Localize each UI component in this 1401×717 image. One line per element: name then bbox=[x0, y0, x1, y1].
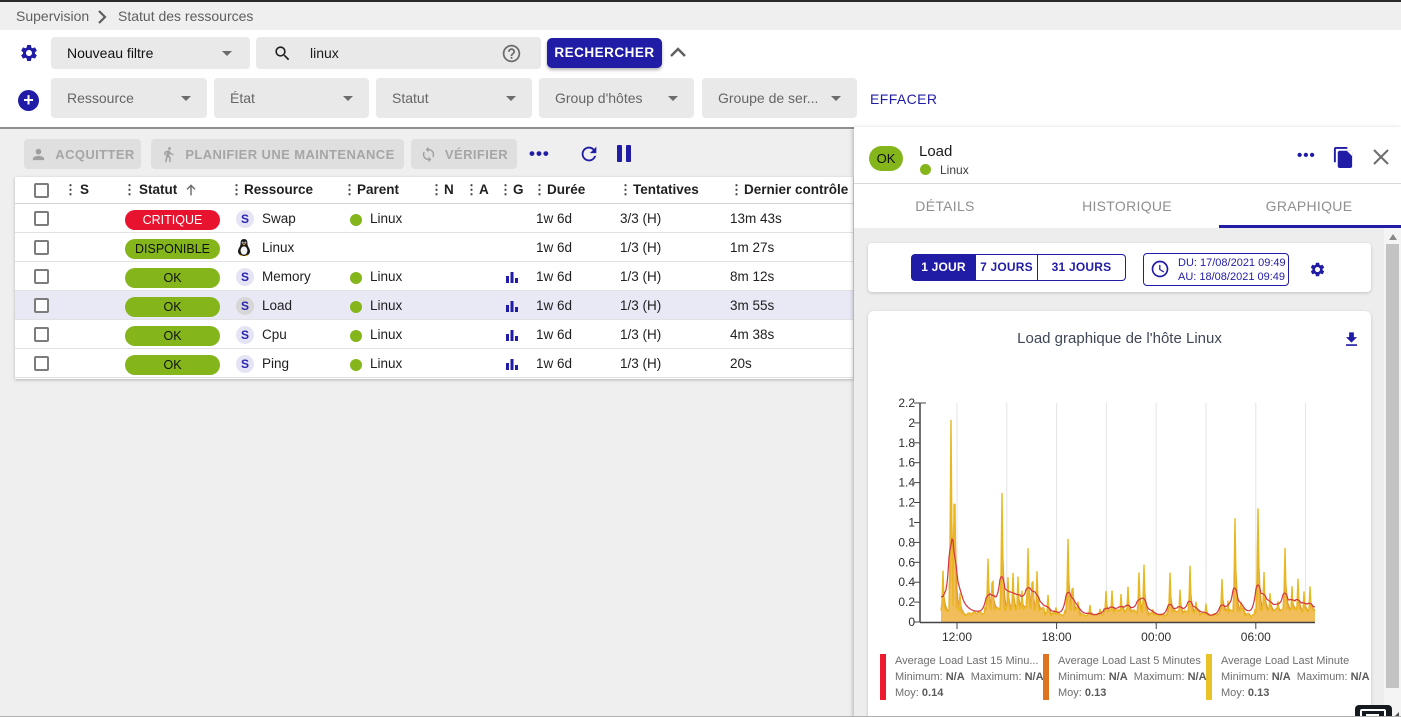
svg-text:1.8: 1.8 bbox=[898, 436, 915, 450]
svg-text:12:00: 12:00 bbox=[942, 630, 972, 644]
svg-text:0.4: 0.4 bbox=[898, 575, 915, 589]
svg-text:0.8: 0.8 bbox=[898, 535, 915, 549]
svg-text:1.2: 1.2 bbox=[898, 496, 915, 510]
svg-text:2: 2 bbox=[908, 416, 915, 430]
svg-text:1: 1 bbox=[908, 516, 915, 530]
svg-text:0: 0 bbox=[908, 615, 915, 629]
svg-text:00:00: 00:00 bbox=[1141, 630, 1171, 644]
svg-text:18:00: 18:00 bbox=[1042, 630, 1072, 644]
svg-text:2.2: 2.2 bbox=[898, 396, 915, 410]
svg-text:0.2: 0.2 bbox=[898, 595, 915, 609]
svg-text:1.6: 1.6 bbox=[898, 456, 915, 470]
svg-text:0.6: 0.6 bbox=[898, 555, 915, 569]
svg-text:06:00: 06:00 bbox=[1241, 630, 1271, 644]
svg-text:1.4: 1.4 bbox=[898, 476, 915, 490]
